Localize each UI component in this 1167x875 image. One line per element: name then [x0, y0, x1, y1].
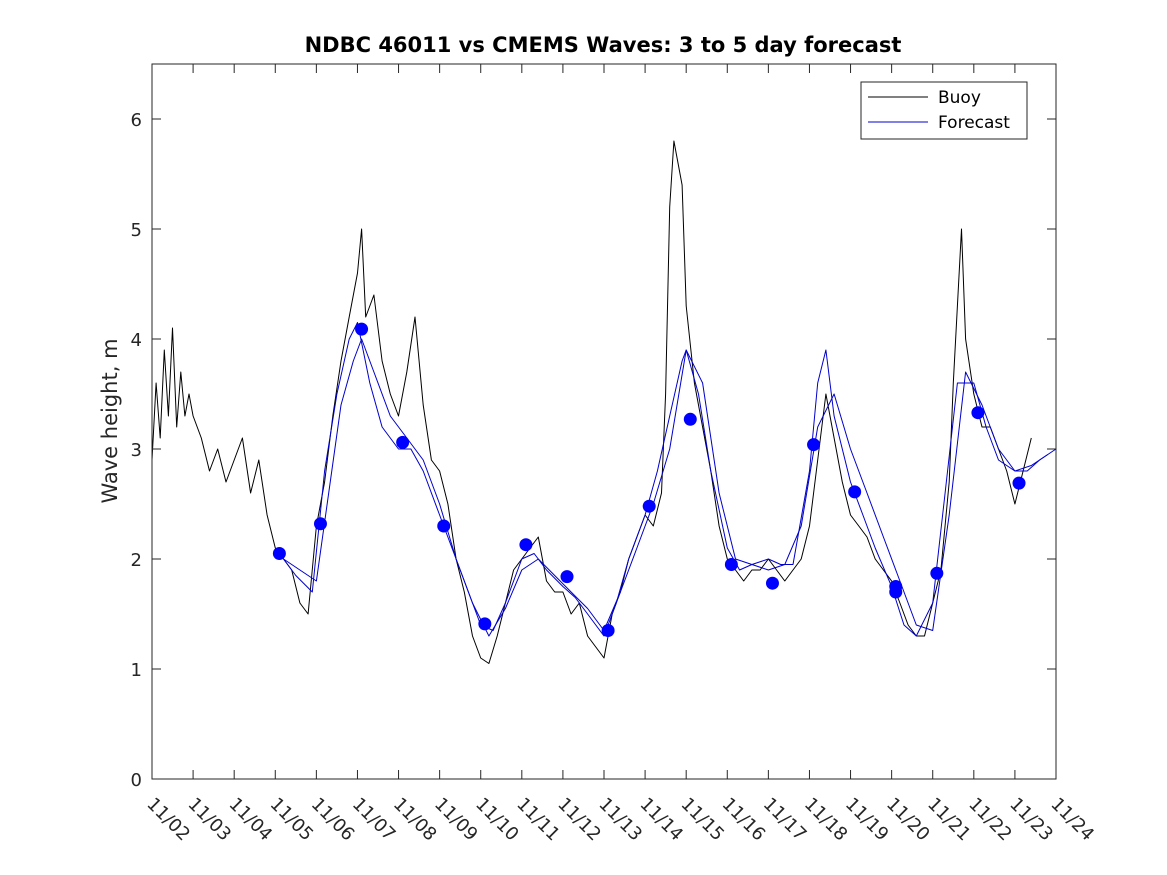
forecast-point [437, 519, 451, 533]
forecast-point [848, 485, 862, 499]
y-tick-label: 1 [131, 660, 142, 681]
chart-title: NDBC 46011 vs CMEMS Waves: 3 to 5 day fo… [305, 33, 902, 57]
forecast-point [807, 438, 821, 452]
forecast-point [724, 558, 738, 571]
legend-forecast-label: Forecast [938, 113, 1010, 133]
plot-area [152, 64, 1056, 779]
y-tick-label: 2 [131, 550, 142, 571]
forecast-point [560, 570, 574, 584]
y-tick-label: 6 [131, 110, 142, 131]
forecast-point [313, 517, 327, 531]
forecast-point [519, 538, 533, 552]
forecast-point [272, 547, 286, 560]
forecast-point [642, 499, 656, 513]
y-axis-ticks: 0 1 2 3 4 5 6 [131, 110, 1056, 791]
forecast-point [1012, 476, 1026, 490]
forecast-point [355, 322, 369, 336]
y-tick-label: 4 [131, 330, 142, 351]
legend-box [860, 81, 1028, 140]
forecast-point [765, 576, 779, 590]
forecast-point [396, 435, 410, 449]
forecast-point [478, 617, 492, 631]
forecast-point [683, 412, 697, 426]
forecast-point [889, 585, 903, 599]
forecast-point [971, 406, 985, 420]
legend: Buoy Forecast [860, 81, 1028, 140]
forecast-point [601, 624, 615, 637]
y-axis-label: Wave height, m [98, 338, 122, 503]
y-tick-label: 0 [131, 770, 142, 791]
marker-layer [272, 322, 1026, 637]
legend-buoy-label: Buoy [938, 88, 981, 108]
y-tick-label: 3 [131, 440, 142, 461]
forecast-point [930, 566, 944, 580]
y-tick-label: 5 [131, 220, 142, 241]
series-line-forecast-1 [274, 322, 1057, 637]
